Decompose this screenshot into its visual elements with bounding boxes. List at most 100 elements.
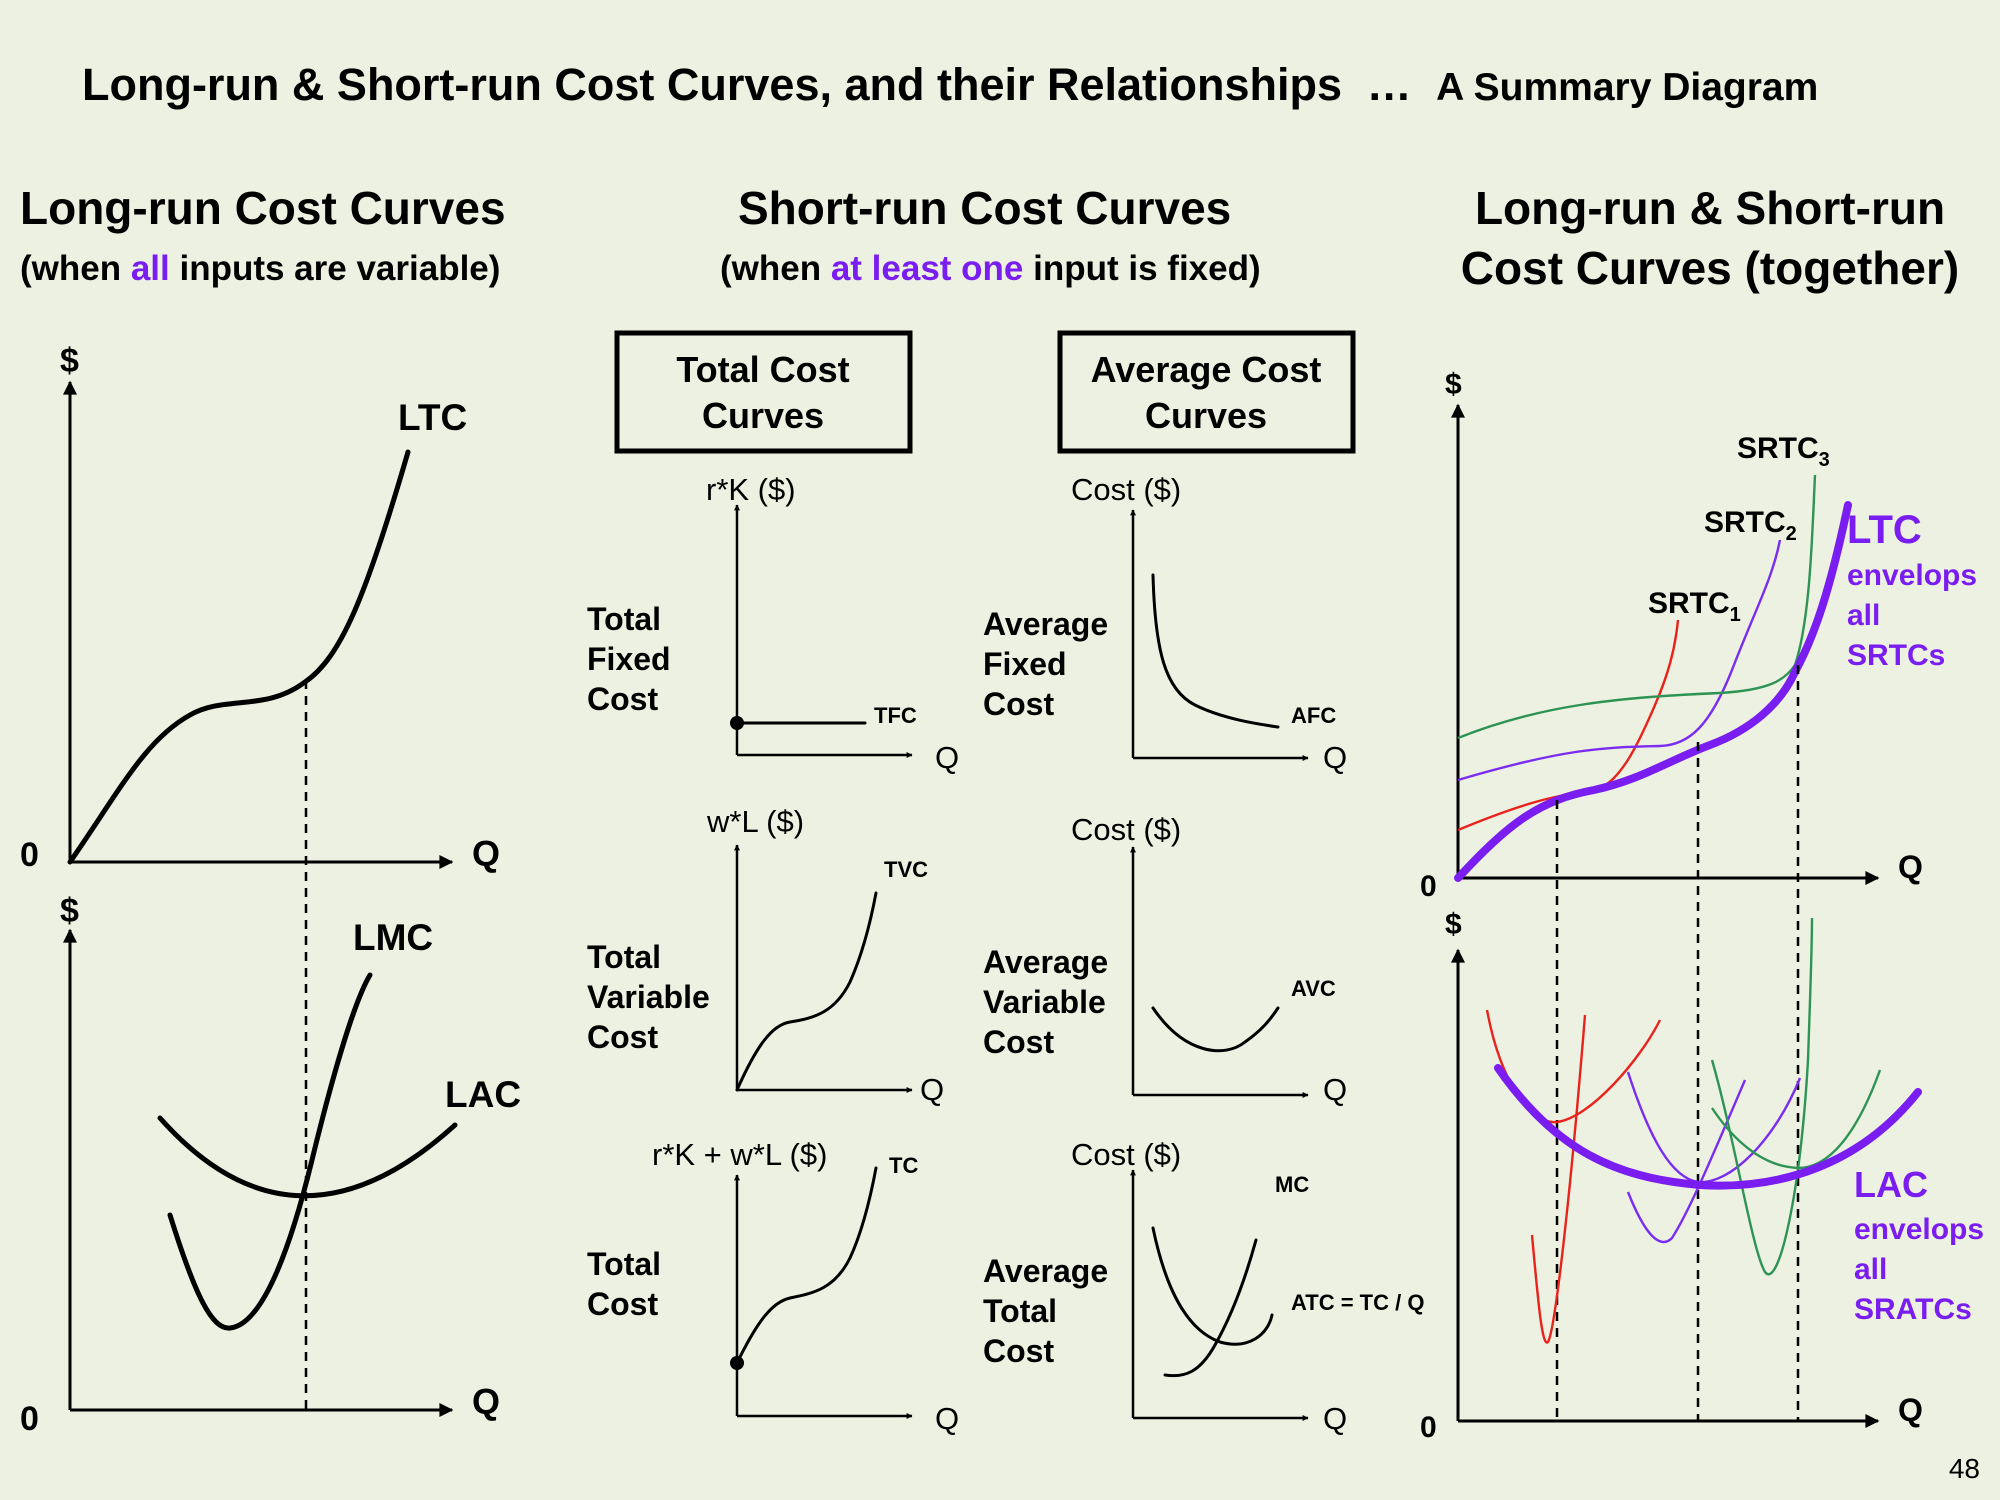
combined-panel: Long-run & Short-run Cost Curves (togeth… [1420,182,1984,1444]
page-title-suffix: A Summary Diagram [1436,66,1818,109]
avc-x-label: Q [1323,1072,1347,1107]
atc-row-label-1: Average [983,1253,1108,1289]
combined-heading-line2: Cost Curves (together) [1461,242,1959,294]
avc-row-label-2: Variable [983,984,1106,1020]
total-cost-box [614,330,913,454]
ltc-envelope-text-1: envelops [1847,559,1977,592]
afc-x-label: Q [1323,740,1347,775]
tc-chart: Total Cost r*K + w*L ($) Q TC [587,1137,959,1436]
long-run-subheading: (when all inputs are variable) [20,249,500,288]
tvc-row-label-2: Variable [587,979,710,1015]
sratc-origin: 0 [1420,1411,1437,1444]
srtc2-curve [1457,539,1782,782]
avc-curve [1151,1006,1280,1053]
srtc1-curve [1457,619,1680,832]
ltc-srtc-chart: $ Q 0 SRTC1 SRTC2 SRTC3 LTC envelops all… [1420,368,1977,903]
tc-row-label-1: Total [587,1246,661,1282]
lac-envelope-text-3: SRATCs [1854,1293,1972,1326]
avc-curve-label: AVC [1291,976,1336,1001]
srtc3-curve [1457,474,1817,740]
page-title-ellipsis: … [1367,59,1412,110]
afc-row-label-2: Fixed [983,646,1067,682]
avc-y-label: Cost ($) [1071,812,1181,847]
lac-envelope-text-2: all [1854,1253,1887,1286]
tfc-row-label-1: Total [587,601,661,637]
tvc-chart: Total Variable Cost w*L ($) Q TVC [587,804,944,1107]
lac-y-label: $ [60,892,79,930]
tvc-x-label: Q [920,1072,944,1107]
ltc-curve [67,449,411,865]
atc-row-label-2: Total [983,1293,1057,1329]
mc-curve [1163,1238,1258,1378]
tfc-row-label-2: Fixed [587,641,671,677]
avc-row-label-3: Cost [983,1024,1054,1060]
page-title: Long-run & Short-run Cost Curves, and th… [82,59,1818,110]
average-cost-box-line2: Curves [1145,395,1267,436]
srtc-x-label: Q [1898,849,1923,885]
tc-y-label: r*K + w*L ($) [652,1137,827,1172]
short-run-subheading: (when at least one input is fixed) [720,249,1261,288]
tvc-curve-label: TVC [884,857,928,882]
srtc-origin: 0 [1420,870,1437,903]
mc-curve-label: MC [1275,1172,1309,1197]
afc-y-label: Cost ($) [1071,472,1181,507]
lmc-curve [167,972,373,1331]
lac-x-label: Q [472,1381,500,1422]
srtc2-label: SRTC2 [1704,506,1797,545]
sratc1-curve [1485,1009,1662,1124]
afc-row-label-3: Cost [983,686,1054,722]
tfc-row-label-3: Cost [587,681,658,717]
lmc-curve-label: LMC [353,917,433,958]
sratc2-curve [1626,1071,1802,1184]
tc-curve-label: TC [889,1153,918,1178]
srtc1-label: SRTC1 [1648,587,1741,626]
tfc-intercept-dot [730,716,744,730]
afc-row-label-1: Average [983,606,1108,642]
sratc-x-label: Q [1898,1392,1923,1428]
atc-x-label: Q [1323,1401,1347,1436]
tc-intercept-dot [730,1356,744,1370]
ltc-envelope-curve [1454,501,1852,882]
lac-curve-label: LAC [445,1074,521,1115]
tfc-y-label: r*K ($) [706,472,796,507]
tvc-row-label-3: Cost [587,1019,658,1055]
long-run-panel: Long-run Cost Curves (when all inputs ar… [20,182,521,1438]
tc-curve [735,1166,878,1365]
page-number: 48 [1949,1453,1980,1484]
total-cost-box-line2: Curves [702,395,824,436]
afc-curve-label: AFC [1291,703,1336,728]
avc-row-label-1: Average [983,944,1108,980]
afc-chart: Average Fixed Cost Cost ($) Q AFC [983,472,1347,775]
tvc-row-label-1: Total [587,939,661,975]
atc-row-label-3: Cost [983,1333,1054,1369]
lac-sratc-chart: $ Q 0 LAC envelops all SRATCs [1420,908,1984,1444]
ltc-envelope-text-3: SRTCs [1847,639,1945,672]
average-cost-box-line1: Average Cost [1091,349,1322,390]
short-run-heading: Short-run Cost Curves [738,182,1231,234]
ltc-curve-label: LTC [398,397,467,438]
lac-envelope-title: LAC [1854,1164,1928,1205]
tfc-chart: Total Fixed Cost r*K ($) Q TFC [587,472,959,775]
total-cost-box-line1: Total Cost [676,349,849,390]
srtc-y-label: $ [1445,368,1462,401]
ltc-envelope-title: LTC [1847,508,1922,552]
srtc3-label: SRTC3 [1737,432,1830,471]
tfc-curve-label: TFC [874,703,917,728]
avc-chart: Average Variable Cost Cost ($) Q AVC [983,812,1347,1107]
lac-lmc-chart: $ Q 0 LMC LAC [20,892,521,1438]
lac-origin: 0 [20,1400,39,1438]
tvc-y-label: w*L ($) [706,804,804,839]
tvc-curve [735,891,878,1092]
tfc-x-label: Q [935,740,959,775]
combined-heading-line1: Long-run & Short-run [1475,182,1945,234]
tc-row-label-2: Cost [587,1286,658,1322]
ltc-y-label: $ [60,342,79,380]
sratc-y-label: $ [1445,908,1462,941]
page-title-main: Long-run & Short-run Cost Curves, and th… [82,59,1342,110]
ltc-envelope-text-2: all [1847,599,1880,632]
short-run-panel: Short-run Cost Curves (when at least one… [587,182,1424,1436]
ltc-x-label: Q [472,833,500,874]
average-cost-box [1057,330,1356,454]
lac-envelope-text-1: envelops [1854,1213,1984,1246]
